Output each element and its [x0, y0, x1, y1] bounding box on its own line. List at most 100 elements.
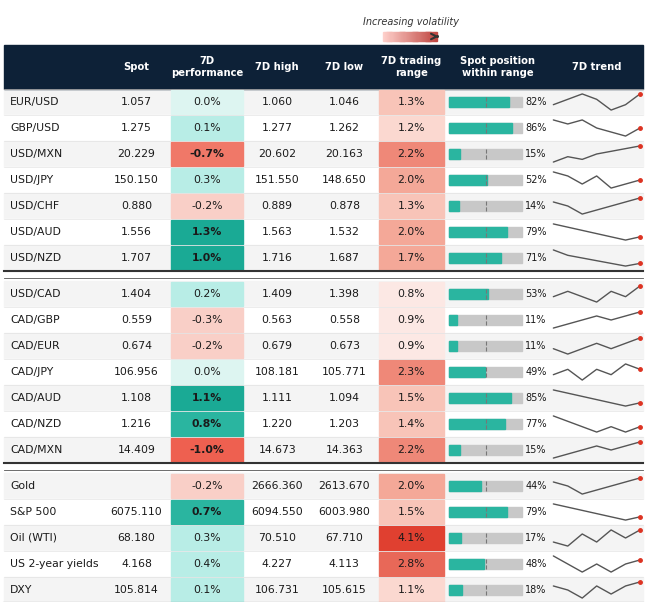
Bar	[422, 32, 423, 41]
Bar	[4, 167, 643, 193]
Bar	[409, 32, 410, 41]
Text: 0.880: 0.880	[121, 201, 152, 211]
Text: 53%: 53%	[525, 289, 547, 299]
Bar	[433, 32, 434, 41]
Bar	[391, 32, 393, 41]
Text: 1.716: 1.716	[262, 253, 292, 263]
Text: 108.181: 108.181	[255, 367, 300, 377]
Bar	[411, 32, 413, 41]
Bar	[171, 194, 243, 218]
Text: CAD/AUD: CAD/AUD	[10, 393, 61, 403]
Text: 0.0%: 0.0%	[193, 97, 221, 107]
Text: 18%: 18%	[525, 585, 547, 595]
Bar	[4, 281, 643, 307]
Bar	[378, 474, 444, 498]
Bar	[4, 473, 643, 499]
Bar	[4, 411, 643, 437]
Text: CAD/JPY: CAD/JPY	[10, 367, 53, 377]
Bar	[171, 438, 243, 462]
Text: 1.111: 1.111	[262, 393, 292, 403]
Bar	[4, 333, 643, 359]
Bar	[4, 89, 643, 115]
Text: 1.203: 1.203	[329, 419, 360, 429]
Bar	[449, 585, 522, 595]
Bar	[449, 506, 522, 518]
Bar	[432, 32, 433, 41]
Bar	[4, 141, 643, 167]
Text: 0.878: 0.878	[329, 201, 360, 211]
Bar	[171, 386, 243, 410]
Bar	[378, 246, 444, 270]
Text: 17%: 17%	[525, 533, 547, 543]
Bar	[449, 418, 505, 429]
Text: 7D trading
range: 7D trading range	[381, 56, 441, 78]
Text: 1.404: 1.404	[121, 289, 152, 299]
Text: 77%: 77%	[525, 419, 547, 429]
Bar	[413, 32, 415, 41]
Bar	[449, 175, 522, 185]
Text: 6075.110: 6075.110	[111, 507, 162, 517]
Bar	[171, 360, 243, 384]
Text: 1.687: 1.687	[329, 253, 360, 263]
Bar	[449, 393, 522, 403]
Text: 1.262: 1.262	[329, 123, 360, 133]
Text: 1.108: 1.108	[121, 393, 152, 403]
Bar	[421, 32, 422, 41]
Bar	[4, 307, 643, 333]
Text: 0.9%: 0.9%	[397, 315, 425, 325]
Bar	[171, 142, 243, 166]
Bar	[171, 552, 243, 576]
Bar	[171, 526, 243, 550]
Text: USD/CAD: USD/CAD	[10, 289, 61, 299]
Text: 1.563: 1.563	[262, 227, 292, 237]
Text: 1.5%: 1.5%	[398, 507, 425, 517]
Bar	[449, 226, 522, 237]
Text: 106.731: 106.731	[255, 585, 300, 595]
Bar	[4, 385, 643, 411]
Bar	[449, 253, 522, 264]
Text: -0.3%: -0.3%	[191, 315, 223, 325]
Text: 0.673: 0.673	[329, 341, 360, 351]
Bar	[386, 32, 388, 41]
Text: 0.0%: 0.0%	[193, 367, 221, 377]
Bar	[449, 559, 522, 569]
Bar	[396, 32, 397, 41]
Bar	[4, 437, 643, 463]
Text: DXY: DXY	[10, 585, 32, 595]
Text: CAD/EUR: CAD/EUR	[10, 341, 60, 351]
Bar	[378, 578, 444, 602]
Text: 1.1%: 1.1%	[192, 393, 222, 403]
Text: 105.771: 105.771	[322, 367, 367, 377]
Text: 70.510: 70.510	[258, 533, 296, 543]
Text: 0.3%: 0.3%	[193, 533, 221, 543]
Text: 0.4%: 0.4%	[193, 559, 221, 569]
Text: 68.180: 68.180	[118, 533, 155, 543]
Text: 14%: 14%	[525, 201, 547, 211]
Bar	[449, 226, 507, 237]
Text: 0.8%: 0.8%	[397, 289, 425, 299]
Bar	[449, 480, 522, 491]
Bar	[390, 32, 392, 41]
Bar	[427, 32, 429, 41]
Bar	[415, 32, 417, 41]
Text: USD/CHF: USD/CHF	[10, 201, 59, 211]
Bar	[430, 32, 431, 41]
Bar	[378, 308, 444, 332]
Text: 1.060: 1.060	[261, 97, 292, 107]
Bar	[449, 559, 484, 569]
Text: 0.674: 0.674	[121, 341, 152, 351]
Bar	[398, 32, 400, 41]
Bar	[171, 246, 243, 270]
Text: 0.1%: 0.1%	[193, 123, 221, 133]
Bar	[389, 32, 391, 41]
Bar	[435, 32, 436, 41]
Bar	[171, 578, 243, 602]
Bar	[393, 32, 394, 41]
Text: 0.559: 0.559	[121, 315, 152, 325]
Bar	[378, 386, 444, 410]
Bar	[4, 45, 643, 89]
Text: 0.558: 0.558	[329, 315, 360, 325]
Text: CAD/NZD: CAD/NZD	[10, 419, 61, 429]
Bar	[401, 32, 403, 41]
Text: 1.707: 1.707	[121, 253, 152, 263]
